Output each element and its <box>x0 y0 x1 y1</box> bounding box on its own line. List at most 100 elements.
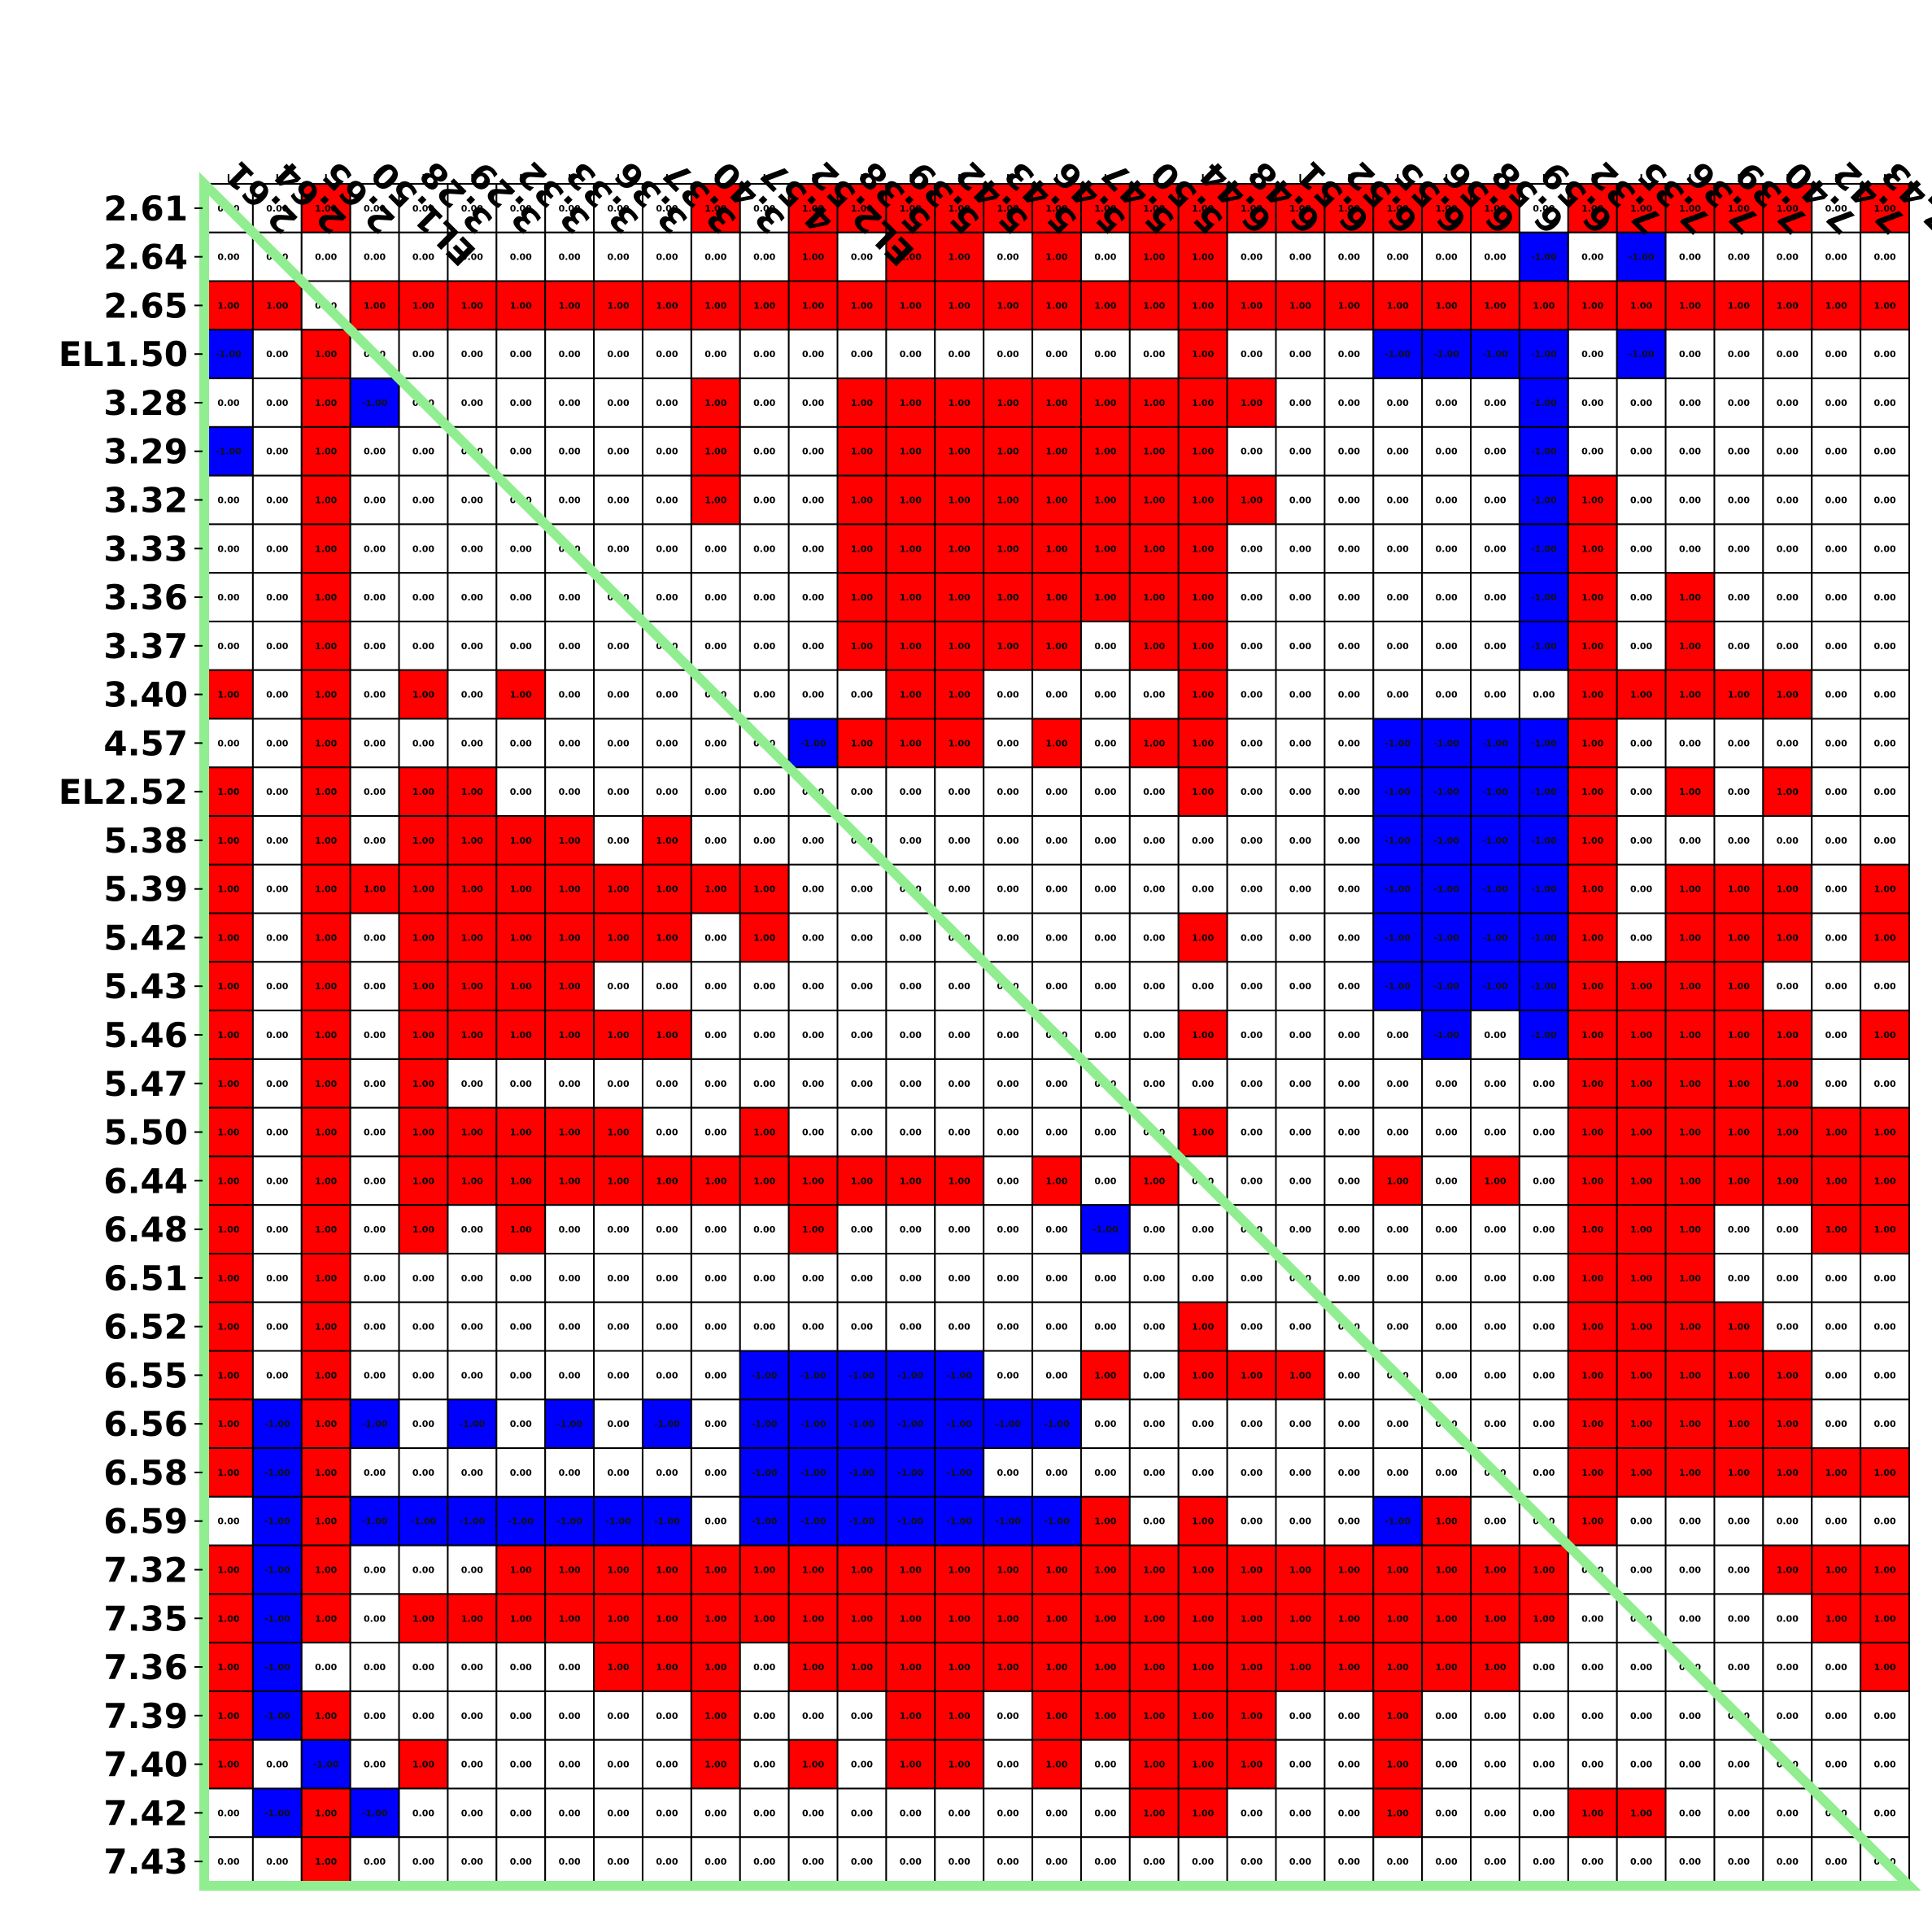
cell-value-label: 0.00 <box>949 981 970 992</box>
cell-value-label: -1.00 <box>1092 1224 1119 1235</box>
heatmap-cell <box>1811 523 1862 574</box>
heatmap-cell <box>1421 329 1472 380</box>
cell-value-label: 1.00 <box>412 1079 434 1089</box>
cell-value-label: 0.00 <box>1436 1176 1458 1186</box>
heatmap-cell <box>1860 377 1911 428</box>
cell-value-label: 0.00 <box>1387 1273 1409 1284</box>
cell-value-label: 1.00 <box>802 252 824 263</box>
cell-value-label: 1.00 <box>1045 252 1067 263</box>
cell-value-label: 1.00 <box>1289 300 1311 311</box>
cell-value-label: 1.00 <box>1581 1516 1603 1527</box>
cell-value-label: 0.00 <box>1581 1662 1603 1673</box>
cell-value-label: 1.00 <box>1679 1030 1701 1041</box>
cell-value-label: 1.00 <box>1045 1613 1067 1624</box>
cell-value-label: 0.00 <box>1387 1224 1409 1235</box>
cell-value-label: 0.00 <box>559 447 581 457</box>
cell-value-label: 1.00 <box>1143 738 1165 748</box>
cell-value-label: 1.00 <box>704 1564 726 1575</box>
cell-value-label: 0.00 <box>461 495 483 506</box>
cell-value-label: 1.00 <box>1679 1468 1701 1478</box>
cell-value-label: 1.00 <box>1825 1128 1847 1138</box>
cell-value-label: 0.00 <box>1777 447 1799 457</box>
heatmap-cell <box>1470 863 1520 914</box>
heatmap-cell <box>398 1058 449 1109</box>
cell-value-label: 0.00 <box>704 1856 726 1867</box>
cell-value-label: 0.00 <box>266 203 288 214</box>
cell-value-label: 0.00 <box>1289 447 1311 457</box>
heatmap-cell <box>1324 815 1375 866</box>
cell-value-label: 0.00 <box>802 495 824 506</box>
heatmap-cell <box>495 1010 547 1060</box>
cell-value-label: 0.00 <box>1581 398 1603 408</box>
heatmap-cell <box>1664 620 1716 671</box>
cell-value-label: 0.00 <box>364 495 386 506</box>
cell-value-label: 1.00 <box>315 1176 337 1186</box>
cell-value-label: 0.00 <box>1241 1419 1263 1429</box>
cell-value-label: 0.00 <box>704 1516 726 1527</box>
heatmap-cell <box>1860 572 1911 622</box>
heatmap-cell <box>690 280 741 331</box>
heatmap-cell <box>836 718 887 769</box>
cell-value-label: 1.00 <box>851 641 873 652</box>
heatmap-cell <box>203 425 254 477</box>
cell-value-label: 0.00 <box>1289 1856 1311 1867</box>
cell-value-label: -1.00 <box>556 1516 582 1527</box>
cell-value-label: 0.00 <box>656 1079 678 1089</box>
cell-value-label: 0.00 <box>1825 349 1847 360</box>
cell-value-label: 1.00 <box>1728 981 1750 992</box>
heatmap-cell <box>934 474 985 526</box>
cell-value-label: 0.00 <box>607 1808 629 1818</box>
cell-value-label: 1.00 <box>1679 1079 1701 1089</box>
cell-value-label: 0.00 <box>1094 787 1116 797</box>
cell-value-label: 1.00 <box>461 300 483 311</box>
cell-value-label: 0.00 <box>559 1808 581 1818</box>
heatmap-cell <box>1275 863 1326 914</box>
cell-value-label: 1.00 <box>1777 932 1799 943</box>
cell-value-label: 0.00 <box>607 836 629 846</box>
cell-value-label: 1.00 <box>1143 398 1165 408</box>
heatmap-cell <box>836 1058 887 1109</box>
cell-value-label: 1.00 <box>1873 1176 1895 1186</box>
heatmap-cell <box>739 231 790 282</box>
cell-value-label: 1.00 <box>1143 1808 1165 1818</box>
heatmap-cell <box>1226 1106 1277 1158</box>
cell-value-label: 1.00 <box>1436 1564 1458 1575</box>
cell-value-label: 1.00 <box>217 1711 239 1721</box>
heatmap-cell <box>1031 815 1082 866</box>
cell-value-label: 0.00 <box>1436 1856 1458 1867</box>
y-tick-label: 2.61 <box>103 189 188 229</box>
cell-value-label: 0.00 <box>1143 884 1165 895</box>
cell-value-label: 0.00 <box>1777 1856 1799 1867</box>
cell-value-label: 1.00 <box>1630 1370 1652 1381</box>
cell-value-label: 1.00 <box>217 1224 239 1235</box>
cell-value-label: 0.00 <box>1484 1322 1506 1333</box>
cell-value-label: 0.00 <box>364 1273 386 1284</box>
cell-value-label: 0.00 <box>851 1808 873 1818</box>
heatmap-cell <box>251 572 303 622</box>
cell-value-label: 0.00 <box>656 1468 678 1478</box>
cell-value-label: 1.00 <box>1338 300 1360 311</box>
cell-value-label: 1.00 <box>1728 1468 1750 1478</box>
cell-value-label: 1.00 <box>1192 1128 1214 1138</box>
cell-value-label: 0.00 <box>997 738 1019 748</box>
cell-value-label: 1.00 <box>412 300 434 311</box>
y-tick-label: 3.28 <box>103 383 188 423</box>
cell-value-label: 0.00 <box>997 1176 1019 1186</box>
heatmap-cell <box>836 183 887 233</box>
heatmap-cell <box>300 766 351 818</box>
heatmap-cell <box>1470 766 1520 818</box>
cell-value-label: 1.00 <box>1777 1030 1799 1041</box>
cell-value-label: 0.00 <box>1338 738 1360 748</box>
cell-value-label: 1.00 <box>1679 1176 1701 1186</box>
cell-value-label: 0.00 <box>1728 1856 1750 1867</box>
cell-value-label: 0.00 <box>1192 1079 1214 1089</box>
heatmap-cell <box>593 620 643 671</box>
cell-value-label: 1.00 <box>1338 1564 1360 1575</box>
cell-value-label: 1.00 <box>1143 1564 1165 1575</box>
cell-value-label: -1.00 <box>264 1419 290 1429</box>
cell-value-label: 0.00 <box>656 738 678 748</box>
cell-value-label: 1.00 <box>704 1711 726 1721</box>
heatmap-cell <box>1275 572 1326 622</box>
heatmap-cell <box>739 280 790 331</box>
cell-value-label: 0.00 <box>1289 787 1311 797</box>
